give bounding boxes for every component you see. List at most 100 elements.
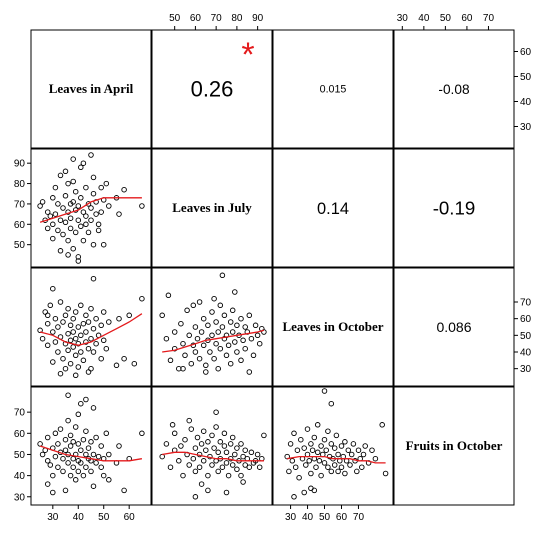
data-point	[316, 458, 323, 464]
data-point	[121, 186, 127, 193]
data-point	[180, 340, 186, 347]
data-point	[78, 349, 84, 355]
data-point	[78, 460, 84, 466]
data-point	[252, 322, 259, 329]
tick-label: 70	[353, 512, 365, 523]
variable-label: Leaves in April	[49, 81, 134, 96]
data-point	[80, 436, 87, 443]
data-point	[354, 468, 360, 475]
data-point	[313, 464, 319, 470]
data-point	[200, 428, 207, 434]
tick-label: 30	[397, 13, 409, 24]
data-point	[211, 445, 217, 451]
data-point	[126, 312, 132, 319]
variable-label: Fruits in October	[406, 438, 503, 453]
data-point	[167, 357, 174, 364]
data-point	[72, 309, 79, 315]
tick-label: 50	[14, 450, 26, 461]
data-point	[301, 489, 307, 496]
data-point	[65, 330, 71, 337]
data-point	[78, 195, 84, 201]
tick-label: 40	[520, 97, 532, 108]
data-point	[328, 441, 335, 447]
data-point	[116, 443, 122, 449]
data-point	[65, 237, 71, 244]
data-point	[39, 199, 46, 205]
data-point	[60, 319, 66, 325]
panel-frame	[30, 29, 152, 149]
data-point	[65, 180, 71, 187]
scatter-panels	[37, 152, 389, 500]
data-point	[75, 203, 82, 209]
panel-frame	[272, 386, 394, 506]
data-point	[291, 494, 297, 500]
data-point	[379, 422, 385, 428]
data-point	[211, 295, 217, 302]
data-point	[72, 229, 79, 236]
data-point	[178, 443, 184, 449]
data-point	[345, 447, 352, 453]
data-point	[80, 237, 87, 244]
data-point	[318, 472, 324, 479]
data-point	[234, 466, 240, 473]
tick-label: 60	[461, 13, 473, 24]
data-point	[93, 315, 99, 322]
data-point	[229, 434, 236, 441]
data-point	[95, 227, 102, 234]
data-point	[248, 335, 255, 342]
data-point	[52, 184, 59, 191]
tick-label: 60	[14, 429, 26, 440]
data-point	[44, 312, 51, 319]
data-point	[338, 464, 345, 470]
variable-label: Leaves in October	[282, 319, 383, 334]
data-point	[139, 430, 145, 437]
data-point	[83, 428, 89, 434]
data-point	[75, 217, 82, 223]
data-point	[192, 349, 199, 355]
scatter-panel	[37, 152, 145, 264]
data-point	[180, 472, 186, 479]
data-point	[209, 432, 215, 439]
data-point	[186, 462, 192, 468]
data-point	[234, 349, 240, 355]
data-point	[88, 305, 94, 312]
tick-label: 70	[211, 13, 223, 24]
data-point	[67, 443, 74, 449]
data-point	[52, 211, 59, 217]
data-point	[62, 447, 69, 453]
tick-label: 40	[520, 348, 532, 359]
data-point	[196, 355, 203, 362]
data-point	[70, 329, 76, 335]
data-point	[318, 443, 324, 449]
data-point	[55, 227, 61, 234]
data-point	[203, 447, 209, 453]
data-point	[256, 464, 263, 470]
scatter-panel	[159, 409, 267, 500]
data-point	[88, 217, 94, 223]
data-point	[39, 451, 46, 458]
scatter-panel	[159, 272, 267, 375]
data-point	[85, 345, 92, 352]
data-point	[323, 447, 329, 453]
smooth-line	[39, 445, 143, 462]
data-point	[72, 335, 79, 342]
data-point	[223, 352, 230, 359]
data-point	[309, 447, 316, 453]
data-point	[62, 487, 69, 494]
data-point	[62, 193, 69, 199]
data-point	[75, 258, 82, 264]
data-point	[60, 468, 66, 475]
data-point	[50, 329, 56, 335]
data-point	[78, 223, 84, 230]
data-point	[65, 252, 71, 258]
data-point	[196, 464, 203, 470]
data-point	[70, 245, 76, 252]
data-point	[250, 352, 257, 359]
data-point	[325, 464, 331, 470]
data-point	[75, 441, 82, 447]
data-point	[103, 345, 110, 352]
data-point	[121, 487, 127, 494]
data-point	[209, 309, 215, 315]
data-point	[176, 458, 182, 464]
data-point	[238, 315, 244, 322]
